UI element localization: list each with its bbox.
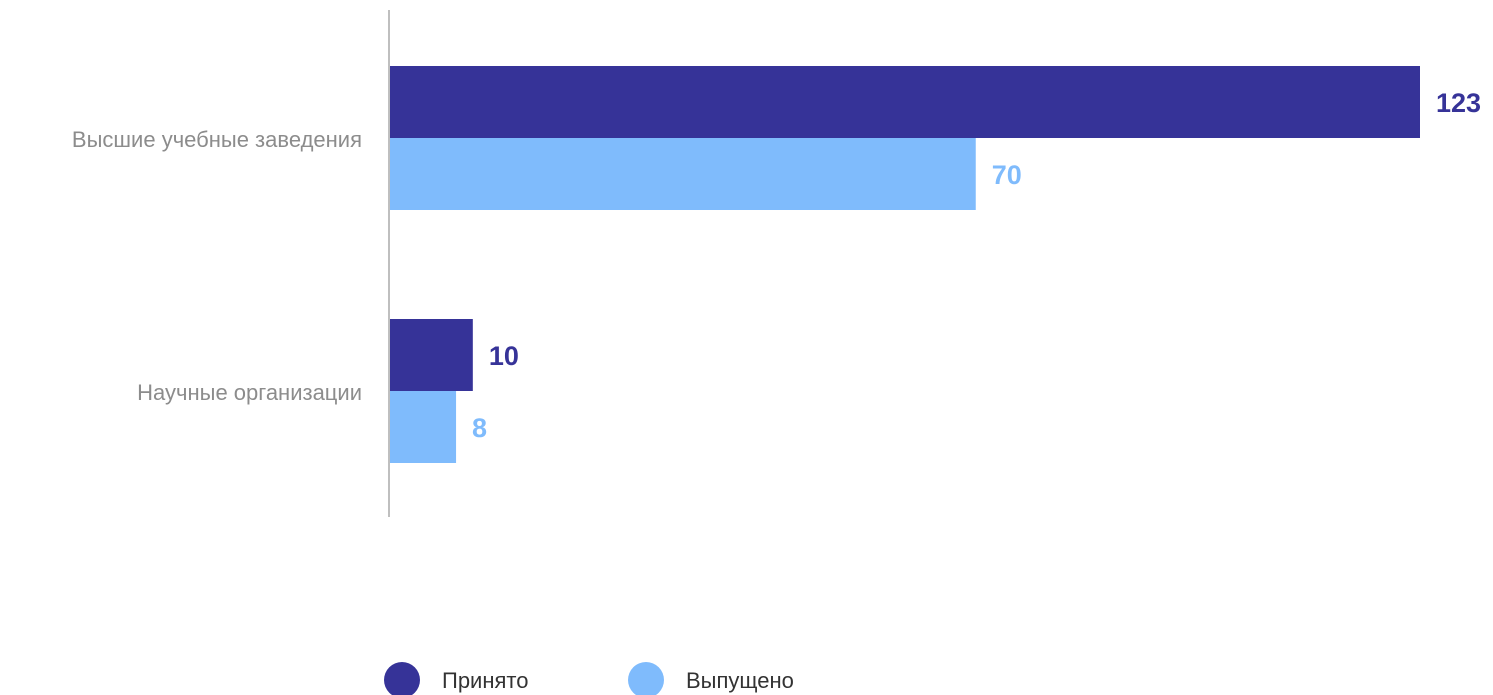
data-label: 123 — [1436, 88, 1481, 118]
data-label: 70 — [992, 160, 1022, 190]
bars-layer: 123 70 10 8 — [389, 66, 1481, 463]
legend-marker — [628, 662, 664, 695]
category-label: Научные организации — [137, 380, 362, 405]
bar-released — [389, 391, 457, 463]
bar-released — [389, 138, 976, 210]
category-label: Высшие учебные заведения — [72, 127, 362, 152]
legend-label: Принято — [442, 668, 528, 693]
legend-marker — [384, 662, 420, 695]
category-labels: Высшие учебные заведения Научные организа… — [72, 127, 362, 405]
legend-label: Выпущено — [686, 668, 794, 693]
bar-accepted — [389, 319, 473, 391]
data-label: 8 — [472, 413, 487, 443]
data-label: 10 — [489, 341, 519, 371]
legend: Принято Выпущено — [384, 662, 794, 695]
bar-accepted — [389, 66, 1420, 138]
